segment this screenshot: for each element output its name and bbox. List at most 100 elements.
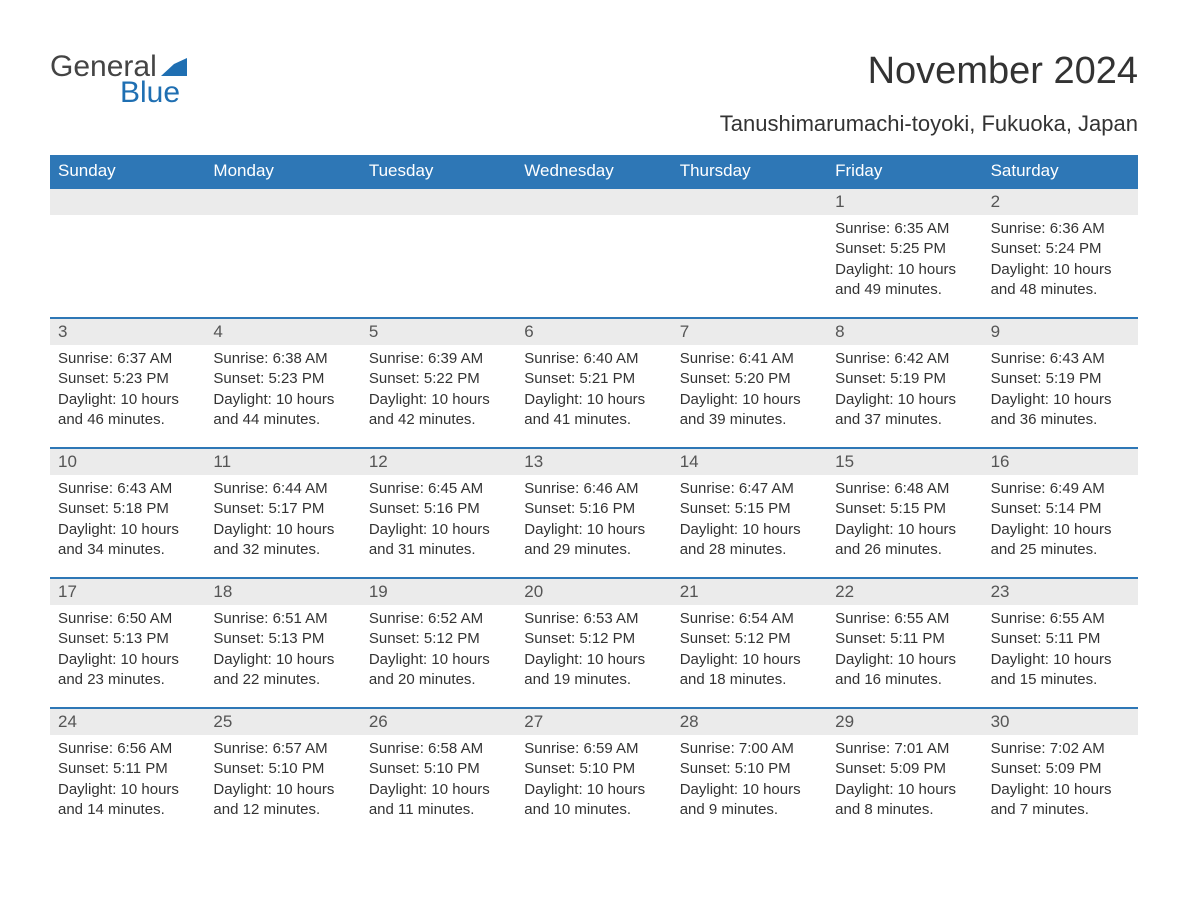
week-row: 1Sunrise: 6:35 AMSunset: 5:25 PMDaylight… xyxy=(50,187,1138,317)
sunset-text: Sunset: 5:12 PM xyxy=(680,629,819,649)
daylight-text-1: Daylight: 10 hours xyxy=(835,780,974,800)
weekday-header: Friday xyxy=(827,155,982,187)
logo-flag-icon xyxy=(161,58,187,76)
sunset-text: Sunset: 5:12 PM xyxy=(369,629,508,649)
sunset-text: Sunset: 5:16 PM xyxy=(369,499,508,519)
calendar: SundayMondayTuesdayWednesdayThursdayFrid… xyxy=(50,155,1138,837)
day-cell: 24Sunrise: 6:56 AMSunset: 5:11 PMDayligh… xyxy=(50,709,205,837)
sunrise-text: Sunrise: 6:56 AM xyxy=(58,739,197,759)
daylight-text-2: and 34 minutes. xyxy=(58,540,197,560)
sunrise-text: Sunrise: 6:37 AM xyxy=(58,349,197,369)
sunset-text: Sunset: 5:13 PM xyxy=(58,629,197,649)
day-cell: 4Sunrise: 6:38 AMSunset: 5:23 PMDaylight… xyxy=(205,319,360,447)
day-number: 26 xyxy=(361,709,516,735)
daylight-text-2: and 14 minutes. xyxy=(58,800,197,820)
day-number: 18 xyxy=(205,579,360,605)
day-body: Sunrise: 6:51 AMSunset: 5:13 PMDaylight:… xyxy=(205,605,360,698)
day-number: 1 xyxy=(827,189,982,215)
day-cell: 2Sunrise: 6:36 AMSunset: 5:24 PMDaylight… xyxy=(983,189,1138,317)
daylight-text-1: Daylight: 10 hours xyxy=(369,780,508,800)
sunrise-text: Sunrise: 6:41 AM xyxy=(680,349,819,369)
day-number: 30 xyxy=(983,709,1138,735)
daylight-text-2: and 49 minutes. xyxy=(835,280,974,300)
daylight-text-1: Daylight: 10 hours xyxy=(680,520,819,540)
day-cell: 18Sunrise: 6:51 AMSunset: 5:13 PMDayligh… xyxy=(205,579,360,707)
daylight-text-2: and 9 minutes. xyxy=(680,800,819,820)
day-number xyxy=(361,189,516,215)
day-body: Sunrise: 6:50 AMSunset: 5:13 PMDaylight:… xyxy=(50,605,205,698)
daylight-text-1: Daylight: 10 hours xyxy=(991,650,1130,670)
sunrise-text: Sunrise: 6:35 AM xyxy=(835,219,974,239)
day-number: 29 xyxy=(827,709,982,735)
daylight-text-1: Daylight: 10 hours xyxy=(991,260,1130,280)
sunrise-text: Sunrise: 6:57 AM xyxy=(213,739,352,759)
day-number: 12 xyxy=(361,449,516,475)
day-body: Sunrise: 7:02 AMSunset: 5:09 PMDaylight:… xyxy=(983,735,1138,828)
day-number: 8 xyxy=(827,319,982,345)
weekday-header: Tuesday xyxy=(361,155,516,187)
sunset-text: Sunset: 5:10 PM xyxy=(213,759,352,779)
sunset-text: Sunset: 5:14 PM xyxy=(991,499,1130,519)
sunrise-text: Sunrise: 7:02 AM xyxy=(991,739,1130,759)
day-number: 21 xyxy=(672,579,827,605)
day-number: 16 xyxy=(983,449,1138,475)
day-number: 27 xyxy=(516,709,671,735)
day-body: Sunrise: 6:47 AMSunset: 5:15 PMDaylight:… xyxy=(672,475,827,568)
day-body xyxy=(50,215,205,315)
daylight-text-1: Daylight: 10 hours xyxy=(835,390,974,410)
day-cell: 30Sunrise: 7:02 AMSunset: 5:09 PMDayligh… xyxy=(983,709,1138,837)
sunrise-text: Sunrise: 6:44 AM xyxy=(213,479,352,499)
sunrise-text: Sunrise: 6:43 AM xyxy=(58,479,197,499)
sunrise-text: Sunrise: 6:54 AM xyxy=(680,609,819,629)
daylight-text-2: and 16 minutes. xyxy=(835,670,974,690)
day-cell: 8Sunrise: 6:42 AMSunset: 5:19 PMDaylight… xyxy=(827,319,982,447)
day-number: 6 xyxy=(516,319,671,345)
day-number: 10 xyxy=(50,449,205,475)
day-body: Sunrise: 6:55 AMSunset: 5:11 PMDaylight:… xyxy=(983,605,1138,698)
daylight-text-1: Daylight: 10 hours xyxy=(991,390,1130,410)
day-cell: 16Sunrise: 6:49 AMSunset: 5:14 PMDayligh… xyxy=(983,449,1138,577)
day-cell xyxy=(50,189,205,317)
sunrise-text: Sunrise: 6:45 AM xyxy=(369,479,508,499)
day-cell: 5Sunrise: 6:39 AMSunset: 5:22 PMDaylight… xyxy=(361,319,516,447)
day-body: Sunrise: 6:57 AMSunset: 5:10 PMDaylight:… xyxy=(205,735,360,828)
daylight-text-2: and 39 minutes. xyxy=(680,410,819,430)
day-number xyxy=(672,189,827,215)
sunset-text: Sunset: 5:10 PM xyxy=(369,759,508,779)
sunset-text: Sunset: 5:09 PM xyxy=(835,759,974,779)
day-cell: 3Sunrise: 6:37 AMSunset: 5:23 PMDaylight… xyxy=(50,319,205,447)
day-body: Sunrise: 6:54 AMSunset: 5:12 PMDaylight:… xyxy=(672,605,827,698)
day-body: Sunrise: 6:48 AMSunset: 5:15 PMDaylight:… xyxy=(827,475,982,568)
week-row: 24Sunrise: 6:56 AMSunset: 5:11 PMDayligh… xyxy=(50,707,1138,837)
sunset-text: Sunset: 5:11 PM xyxy=(58,759,197,779)
day-number: 2 xyxy=(983,189,1138,215)
sunrise-text: Sunrise: 6:38 AM xyxy=(213,349,352,369)
day-body: Sunrise: 6:56 AMSunset: 5:11 PMDaylight:… xyxy=(50,735,205,828)
day-body: Sunrise: 6:53 AMSunset: 5:12 PMDaylight:… xyxy=(516,605,671,698)
day-number: 9 xyxy=(983,319,1138,345)
day-body: Sunrise: 6:43 AMSunset: 5:18 PMDaylight:… xyxy=(50,475,205,568)
sunset-text: Sunset: 5:12 PM xyxy=(524,629,663,649)
daylight-text-1: Daylight: 10 hours xyxy=(835,260,974,280)
sunset-text: Sunset: 5:18 PM xyxy=(58,499,197,519)
day-body: Sunrise: 6:35 AMSunset: 5:25 PMDaylight:… xyxy=(827,215,982,308)
day-cell: 1Sunrise: 6:35 AMSunset: 5:25 PMDaylight… xyxy=(827,189,982,317)
day-number: 19 xyxy=(361,579,516,605)
day-body: Sunrise: 6:59 AMSunset: 5:10 PMDaylight:… xyxy=(516,735,671,828)
day-number: 20 xyxy=(516,579,671,605)
daylight-text-1: Daylight: 10 hours xyxy=(835,650,974,670)
day-body: Sunrise: 6:52 AMSunset: 5:12 PMDaylight:… xyxy=(361,605,516,698)
day-body: Sunrise: 6:58 AMSunset: 5:10 PMDaylight:… xyxy=(361,735,516,828)
day-cell: 6Sunrise: 6:40 AMSunset: 5:21 PMDaylight… xyxy=(516,319,671,447)
daylight-text-2: and 32 minutes. xyxy=(213,540,352,560)
daylight-text-2: and 28 minutes. xyxy=(680,540,819,560)
day-body xyxy=(672,215,827,315)
sunrise-text: Sunrise: 6:47 AM xyxy=(680,479,819,499)
month-title: November 2024 xyxy=(720,50,1138,93)
sunset-text: Sunset: 5:20 PM xyxy=(680,369,819,389)
day-number: 28 xyxy=(672,709,827,735)
daylight-text-2: and 29 minutes. xyxy=(524,540,663,560)
day-body: Sunrise: 7:00 AMSunset: 5:10 PMDaylight:… xyxy=(672,735,827,828)
day-body: Sunrise: 6:46 AMSunset: 5:16 PMDaylight:… xyxy=(516,475,671,568)
day-cell: 10Sunrise: 6:43 AMSunset: 5:18 PMDayligh… xyxy=(50,449,205,577)
